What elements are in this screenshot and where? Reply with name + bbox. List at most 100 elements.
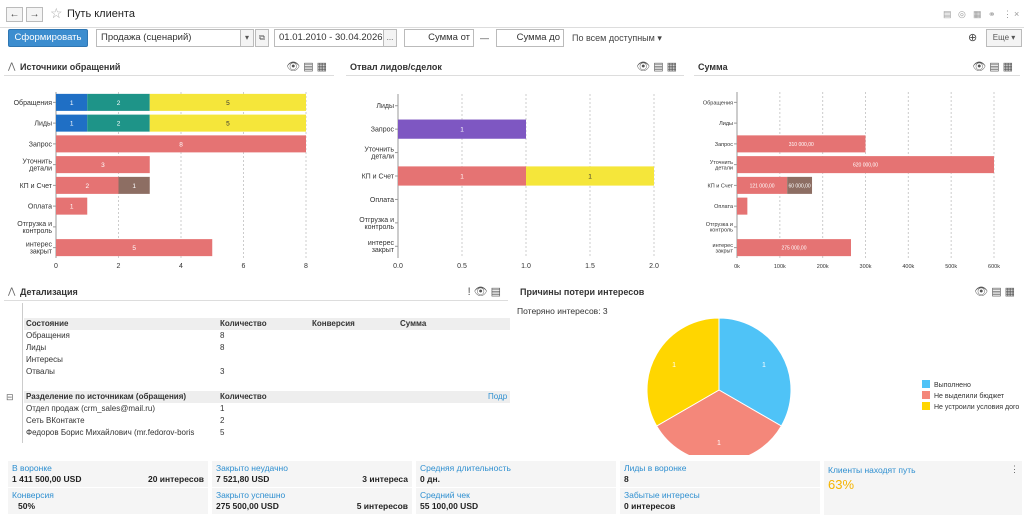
x-tick-label: 0.5 — [457, 263, 467, 270]
table-row[interactable]: Отдел продаж (crm_sales@mail.ru) 1 — [26, 404, 225, 413]
pie-slice — [646, 317, 720, 427]
panel-tools-icons[interactable]: 👁▤▦ — [972, 61, 1016, 73]
favorite-star-icon[interactable]: ☆ — [50, 5, 63, 21]
kpi-value: 275 500,00 USD — [216, 501, 279, 511]
y-tick-label: контроль — [23, 228, 53, 235]
data-label: 5 — [226, 100, 230, 107]
print-icon[interactable]: ▤ — [943, 9, 952, 19]
kpi-sub: 3 интереса — [362, 474, 408, 484]
bar — [737, 176, 788, 194]
sum-to-input[interactable]: Сумма до — [496, 29, 564, 47]
table-row[interactable]: Обращения 8 — [26, 331, 225, 340]
x-tick-label: 600k — [988, 264, 1000, 270]
legend-label: Не выделили бюджет — [934, 392, 1005, 400]
data-label: 1 — [588, 173, 592, 180]
period-select-button[interactable]: ... — [383, 29, 397, 47]
expand-toggle-icon[interactable]: ⊟ — [6, 392, 14, 402]
table-row[interactable]: Лиды 8 — [26, 343, 225, 352]
x-tick-label: 6 — [242, 263, 246, 270]
table-row[interactable]: Интересы — [26, 355, 63, 364]
x-tick-label: 100k — [774, 264, 786, 270]
kpi-value: 0 дн. — [420, 474, 440, 484]
more-icon[interactable]: ⋮ — [1003, 9, 1012, 19]
panel-tools-icons[interactable]: 👁▤▦ — [286, 61, 330, 73]
lost-count: Потеряно интересов: 3 — [517, 306, 608, 316]
data-label: 8 — [179, 141, 183, 148]
data-label: 60 000,00 — [788, 183, 810, 189]
kpi-label[interactable]: Средняя длительность — [420, 463, 511, 473]
panel-tools-icons[interactable]: 👁▤▦ — [636, 61, 680, 73]
data-label: 620 000,00 — [853, 163, 878, 169]
kpi-label[interactable]: Закрыто успешно — [216, 490, 286, 500]
kpi-card: Конверсия 50% — [8, 488, 208, 514]
more-icon[interactable]: ⋮ — [1010, 464, 1019, 474]
data-label: 1 — [460, 127, 464, 134]
page-title: Путь клиента — [67, 8, 135, 20]
x-tick-label: 200k — [817, 264, 829, 270]
y-tick-label: интерес — [368, 240, 395, 247]
panel-tools-icons[interactable]: !👁▤ — [467, 286, 504, 298]
sources-header: ⋀ Источники обращений 👁▤▦ — [4, 58, 334, 76]
x-tick-label: 1.0 — [521, 263, 531, 270]
toolbar: Сформировать Продажа (сценарий) ▾ ⧉ 01.0… — [0, 28, 1024, 50]
sum-from-input[interactable]: Сумма от — [404, 29, 474, 47]
col-sum: Сумма — [400, 319, 427, 328]
link-icon[interactable]: ⚭ — [988, 9, 996, 19]
collapse-icon[interactable]: ⋀ — [8, 61, 16, 71]
data-label: 1 — [70, 204, 74, 211]
bar — [149, 93, 306, 111]
data-label: 2 — [117, 121, 121, 128]
y-tick-label: детали — [29, 166, 52, 173]
x-tick-label: 0 — [54, 263, 58, 270]
y-tick-label: Оплата — [28, 204, 52, 211]
period-field[interactable]: 01.01.2010 - 30.04.2026 — [274, 29, 384, 47]
kpi-label[interactable]: Лиды в воронке — [624, 463, 687, 473]
access-select[interactable]: По всем доступным ▾ — [572, 33, 662, 43]
kpi-card: В воронке 1 411 500,00 USD 20 интересов — [8, 461, 208, 487]
y-tick-label: Лиды — [376, 103, 394, 110]
open-icon[interactable]: ⧉ — [255, 29, 269, 47]
table-row[interactable]: Федоров Борис Михайлович (mr.fedorov-bor… — [26, 428, 225, 437]
kpi-card: Забытые интересы 0 интересов — [620, 488, 820, 514]
back-button[interactable]: ← — [6, 7, 23, 22]
kpi-card: Средний чек 55 100,00 USD — [416, 488, 616, 514]
scenario-select[interactable]: Продажа (сценарий) — [96, 29, 241, 47]
legend-label: Выполнено — [934, 382, 971, 389]
kpi-label[interactable]: Закрыто неудачно — [216, 463, 288, 473]
title-bar: ← → ☆ Путь клиента ▤ ◎ ▦ ⚭ ⋮ × — [0, 0, 1024, 28]
y-tick-label: Отгрузка и — [359, 217, 394, 224]
sources-chart: 0 2 4 6 8 Обращения 1 2 5 Лиды 1 2 5 Запрос 8 Уточнитьд… — [14, 92, 308, 270]
forward-button[interactable]: → — [26, 7, 43, 22]
save-icon[interactable]: ◎ — [958, 9, 966, 19]
y-tick-label: Запрос — [715, 142, 733, 148]
bar — [737, 135, 866, 153]
kpi-label[interactable]: Забытые интересы — [624, 490, 700, 500]
kpi-value: 8 — [624, 474, 629, 484]
list-icon[interactable]: ▦ — [973, 9, 982, 19]
close-icon[interactable]: × — [1014, 9, 1020, 19]
kpi-label[interactable]: В воронке — [12, 463, 52, 473]
generate-button[interactable]: Сформировать — [8, 29, 88, 47]
kpi-label[interactable]: Средний чек — [420, 490, 470, 500]
panel-tools-icons[interactable]: 👁▤▦ — [974, 286, 1018, 298]
y-tick-label: КП и Счет — [20, 183, 53, 190]
more-button[interactable]: Еще ▾ — [986, 29, 1022, 47]
data-label: 2 — [117, 100, 121, 107]
collapse-icon[interactable]: ⋀ — [8, 286, 16, 296]
details-link[interactable]: Подр — [488, 392, 508, 401]
table-row[interactable]: Отвалы 3 — [26, 367, 225, 376]
x-tick-label: 8 — [304, 263, 308, 270]
bar — [56, 197, 88, 215]
data-label: 121 000,00 — [750, 183, 775, 189]
y-tick-label: Запрос — [371, 127, 395, 134]
bar — [56, 135, 306, 153]
reasons-panel: Причины потери интересов 👁▤▦ Потеряно ин… — [514, 283, 1022, 455]
kpi-label[interactable]: Конверсия — [12, 490, 54, 500]
kpi-sub: 20 интересов — [147, 474, 204, 484]
dropdown-arrow-icon[interactable]: ▾ — [240, 29, 254, 47]
zoom-icon[interactable]: ⊕ — [968, 32, 978, 44]
y-tick-label: Обращения — [703, 100, 733, 106]
table-row[interactable]: Сеть ВКонтакте 2 — [26, 416, 225, 425]
data-label: 310 000,00 — [789, 142, 814, 148]
bar — [398, 119, 526, 139]
